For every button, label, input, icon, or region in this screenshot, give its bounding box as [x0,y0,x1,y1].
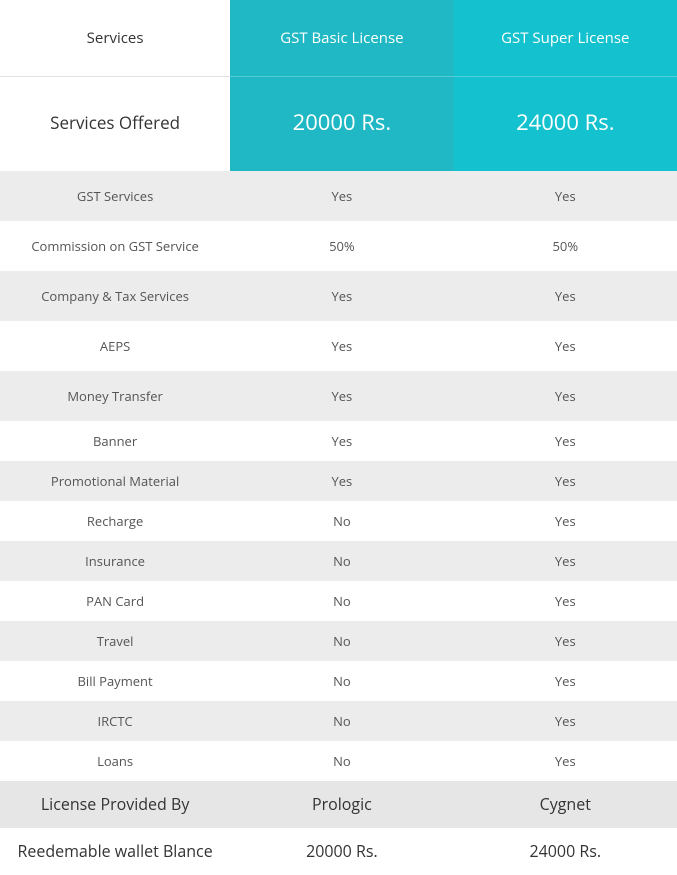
feature-value-basic: Yes [230,461,453,501]
feature-value-basic: No [230,701,453,741]
plan-price-basic: 20000 Rs. [230,77,453,172]
plan-price-super: 24000 Rs. [454,77,677,172]
feature-value-super: Yes [454,501,677,541]
footer-value-super: 24000 Rs. [454,828,677,875]
feature-row: BannerYesYes [0,421,677,461]
feature-value-basic: No [230,541,453,581]
feature-value-basic: No [230,661,453,701]
feature-value-basic: Yes [230,321,453,371]
feature-row: TravelNoYes [0,621,677,661]
feature-label: Recharge [0,501,230,541]
feature-label: Promotional Material [0,461,230,501]
plan-title-super: GST Super License [454,0,677,77]
feature-label: IRCTC [0,701,230,741]
feature-value-basic: 50% [230,221,453,271]
feature-value-basic: Yes [230,371,453,421]
feature-value-super: Yes [454,701,677,741]
feature-label: AEPS [0,321,230,371]
feature-value-super: Yes [454,581,677,621]
feature-label: Banner [0,421,230,461]
feature-row: Money TransferYesYes [0,371,677,421]
feature-value-basic: Yes [230,171,453,221]
feature-value-super: Yes [454,321,677,371]
feature-row: Promotional MaterialYesYes [0,461,677,501]
feature-row: AEPSYesYes [0,321,677,371]
feature-value-basic: Yes [230,421,453,461]
feature-value-basic: No [230,581,453,621]
header-row-titles: Services GST Basic License GST Super Lic… [0,0,677,77]
feature-value-super: Yes [454,371,677,421]
feature-value-super: Yes [454,271,677,321]
footer-row: Reedemable wallet Blance20000 Rs.24000 R… [0,828,677,875]
feature-row: Company & Tax ServicesYesYes [0,271,677,321]
plan-title-basic: GST Basic License [230,0,453,77]
feature-label: Loans [0,741,230,781]
feature-row: Commission on GST Service50%50% [0,221,677,271]
feature-label: Bill Payment [0,661,230,701]
footer-row: License Provided ByPrologicCygnet [0,781,677,828]
feature-value-super: Yes [454,171,677,221]
footer-value-basic: 20000 Rs. [230,828,453,875]
header-services-label: Services [0,0,230,77]
feature-row: GST ServicesYesYes [0,171,677,221]
feature-value-super: Yes [454,661,677,701]
feature-value-basic: Yes [230,271,453,321]
feature-label: GST Services [0,171,230,221]
footer-label: Reedemable wallet Blance [0,828,230,875]
footer-value-basic: Prologic [230,781,453,828]
footer-label: License Provided By [0,781,230,828]
feature-label: Money Transfer [0,371,230,421]
comparison-table: Services GST Basic License GST Super Lic… [0,0,677,875]
feature-label: Travel [0,621,230,661]
feature-label: PAN Card [0,581,230,621]
feature-label: Company & Tax Services [0,271,230,321]
feature-value-super: Yes [454,621,677,661]
feature-row: PAN CardNoYes [0,581,677,621]
feature-row: IRCTCNoYes [0,701,677,741]
feature-row: RechargeNoYes [0,501,677,541]
feature-label: Commission on GST Service [0,221,230,271]
feature-value-basic: No [230,501,453,541]
feature-row: LoansNoYes [0,741,677,781]
feature-value-super: Yes [454,461,677,501]
feature-value-super: Yes [454,741,677,781]
footer-value-super: Cygnet [454,781,677,828]
feature-value-basic: No [230,741,453,781]
header-row-prices: Services Offered 20000 Rs. 24000 Rs. [0,77,677,172]
feature-label: Insurance [0,541,230,581]
feature-value-super: Yes [454,421,677,461]
header-offered-label: Services Offered [0,77,230,172]
feature-value-super: Yes [454,541,677,581]
feature-value-basic: No [230,621,453,661]
feature-row: InsuranceNoYes [0,541,677,581]
feature-row: Bill PaymentNoYes [0,661,677,701]
feature-value-super: 50% [454,221,677,271]
